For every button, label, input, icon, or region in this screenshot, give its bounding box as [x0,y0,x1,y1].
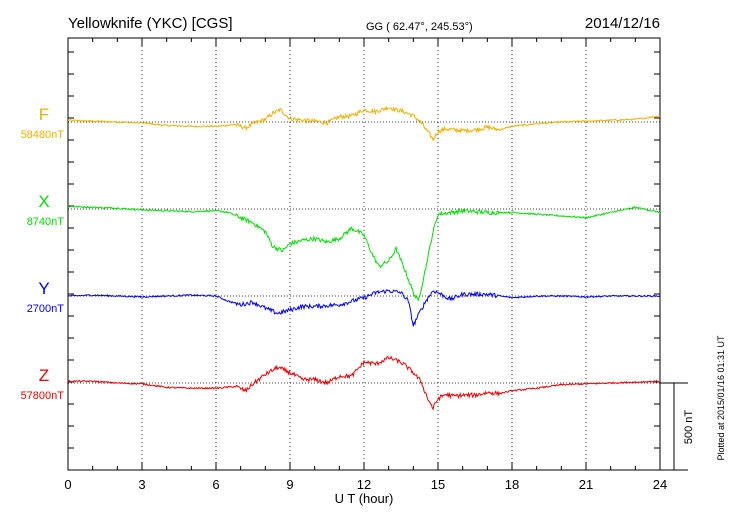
x-tick-labels: 0 3 6 9 12 15 18 21 24 [64,477,667,492]
tick-marks [67,38,661,470]
coordinates-label: GG ( 62.47°, 245.53°) [366,21,473,33]
station-title: Yellowknife (YKC) [CGS] [68,15,233,32]
x-axis-label: U T (hour) [335,491,394,506]
x-tick-label: 0 [64,477,71,492]
series-line-x [67,205,661,302]
plotted-timestamp: Plotted at 2015/01/16 01:31 UT [716,335,726,461]
series-baseline-z: 57800nT [21,390,65,402]
date-label: 2014/12/16 [585,15,660,32]
x-tick-label: 15 [431,477,445,492]
baseline-lines [68,121,660,384]
x-tick-label: 6 [212,477,219,492]
scale-bar: 500 nT [660,382,695,471]
series-name-x: X [38,192,49,211]
x-tick-label: 3 [138,477,145,492]
x-tick-label: 12 [357,477,371,492]
series-name-z: Z [39,366,49,385]
x-tick-label: 9 [286,477,293,492]
series-baseline-x: 8740nT [27,216,65,228]
series-baseline-f: 58480nT [21,129,65,141]
grid-lines [141,38,587,470]
x-tick-label: 18 [505,477,519,492]
series-baseline-y: 2700nT [27,303,65,315]
series-line-f [67,105,661,142]
scale-bar-label: 500 nT [683,410,695,445]
x-tick-label: 21 [579,477,593,492]
series-line-z [67,355,661,411]
series-labels: F 58480nT X 8740nT Y 2700nT Z 57800nT [21,105,65,402]
series-lines [67,105,661,411]
x-tick-label: 24 [653,477,667,492]
series-line-y [67,289,661,327]
series-name-y: Y [38,279,49,298]
series-name-f: F [39,105,49,124]
